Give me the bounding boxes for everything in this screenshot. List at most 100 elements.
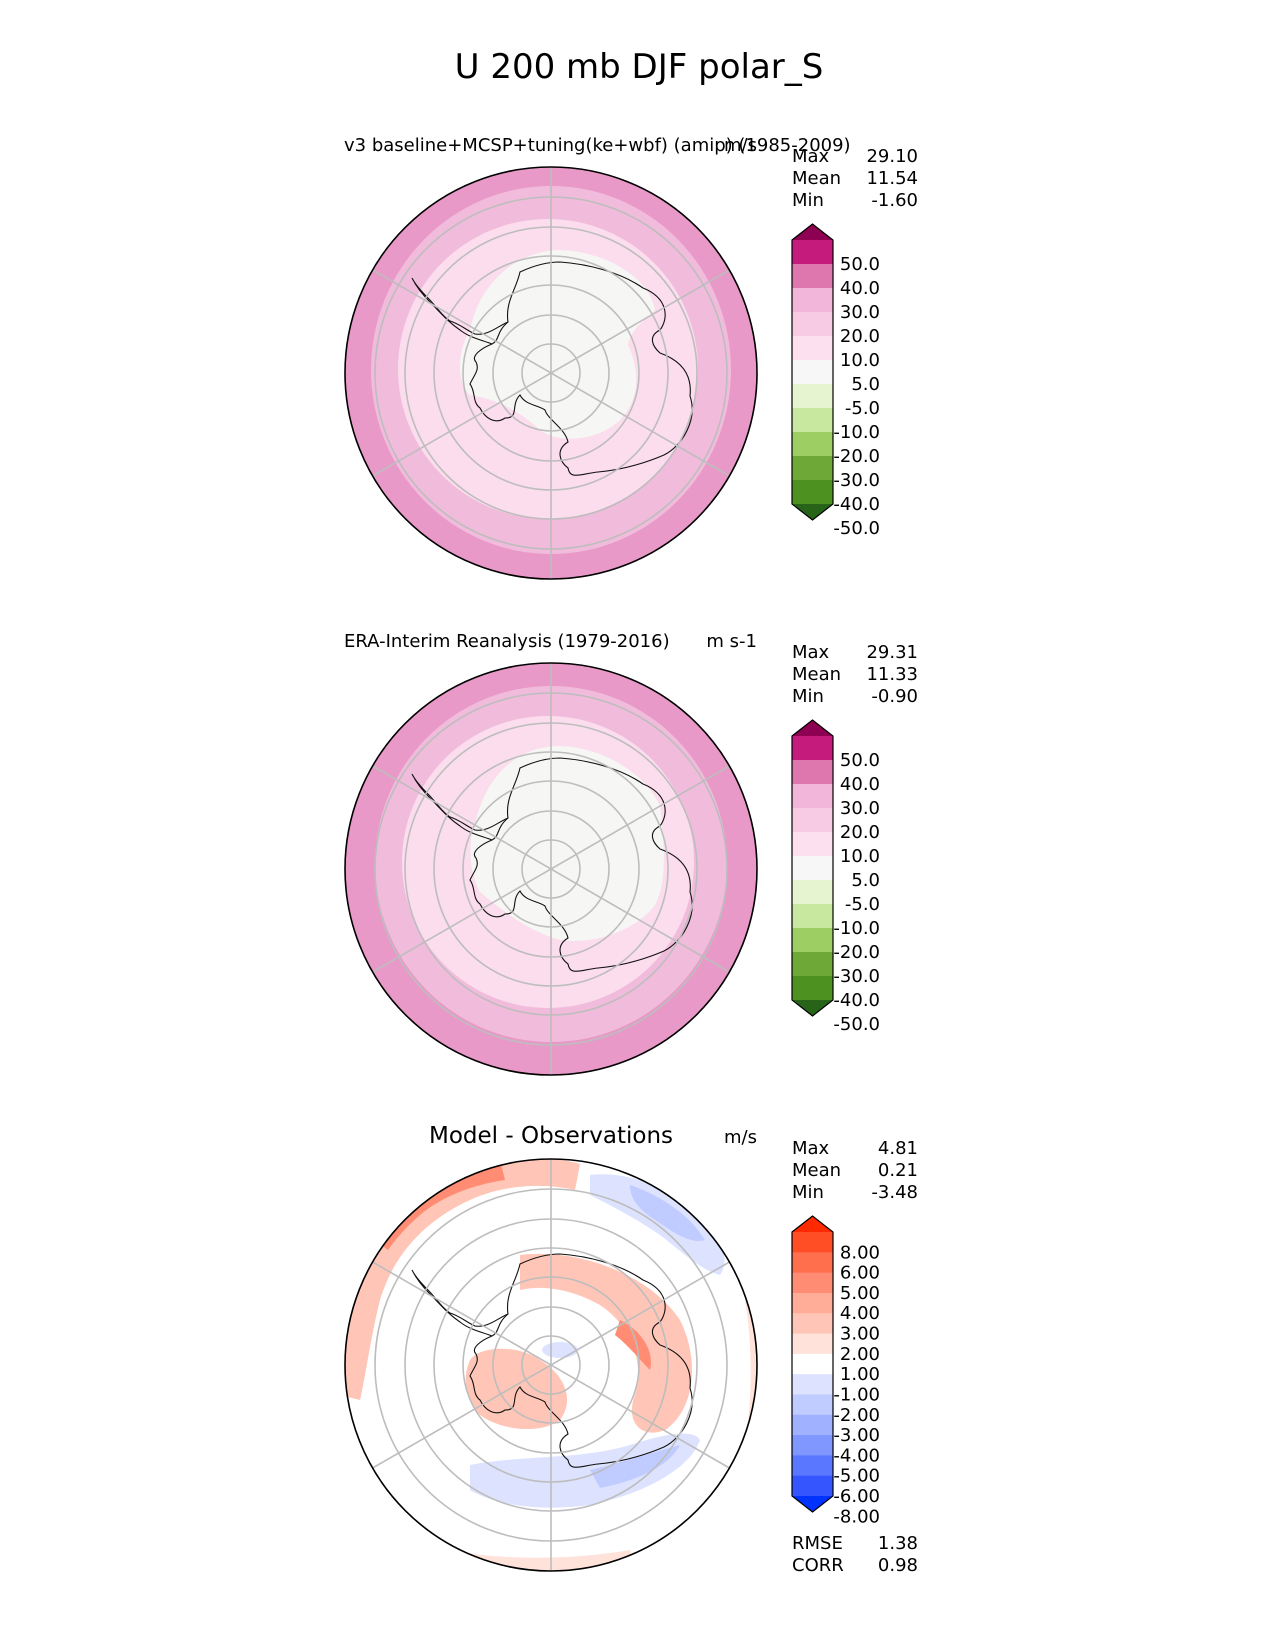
colorbar-swatch [792,264,833,289]
map-gridlines [372,663,730,1075]
colorbar-tick-label: 10.0 [840,846,880,867]
colorbar-tick-label: -30.0 [833,470,880,491]
colorbar-tick-label: 5.0 [851,870,880,891]
anomaly-negative-ne-strong [630,1185,705,1241]
stat-value-min: -0.90 [871,686,918,707]
colorbar-swatches [791,223,834,521]
colorbar-swatch [792,1252,833,1274]
colorbar-swatch [792,1000,833,1016]
colorbar-swatch [792,384,833,409]
colorbar-swatch [792,736,833,761]
colorbar-tick-label: -10.0 [833,918,880,939]
panel-test: v3 baseline+MCSP+tuning(ke+wbf) (amip) (… [344,135,918,580]
colorbar-tick-label: 30.0 [840,302,880,323]
panel-test-stats: Max 29.10 Mean 11.54 Min -1.60 [792,146,918,211]
coastline-antarctica [469,1253,693,1468]
colorbar-swatch [792,904,833,929]
stat-value-max: 29.10 [866,146,918,167]
stat-value-mean: 0.21 [878,1160,918,1181]
colorbar-swatch [792,360,833,385]
stat-label-min: Min [792,190,824,211]
colorbar-swatch [792,1272,833,1294]
panel-diff-stats: Max 4.81 Mean 0.21 Min -3.48 [792,1138,918,1203]
colorbar-tick-label: 50.0 [840,254,880,275]
stat-value-max: 4.81 [878,1138,918,1159]
stat-label-mean: Mean [792,1160,841,1181]
colorbar-tick-label: 6.00 [840,1263,880,1284]
colorbar-swatch [792,224,833,240]
stat-value-mean: 11.54 [866,168,918,189]
map-gridlines [372,1159,730,1571]
colorbar-tick-label: -10.0 [833,422,880,443]
panel-test-colorbar: 50.0 40.0 30.0 20.0 10.0 5.0 -5.0 -10.0 -20.0 -30… [791,223,880,539]
stat-label-mean: Mean [792,168,841,189]
stat-value-mean: 11.33 [866,664,918,685]
colorbar-tick-label: 20.0 [840,822,880,843]
colorbar-tick-label: -5.0 [845,894,880,915]
colorbar-tick-label: 10.0 [840,350,880,371]
colorbar-outline [791,223,834,521]
colorbar-tick-label: -5.00 [833,1466,880,1487]
colorbar-tick-label: 40.0 [840,774,880,795]
colorbar-tick-label: -30.0 [833,966,880,987]
panel-ref-colorbar: 50.0 40.0 30.0 20.0 10.0 5.0 -5.0 -10.0 -20.0 -30… [791,719,880,1035]
stat-label-max: Max [792,642,830,663]
colorbar-swatch [792,1394,833,1416]
anomaly-positive-rim-nw-strong [375,1160,505,1250]
map-gridlines [372,167,730,579]
colorbar-swatch [792,288,833,313]
panel-diff-extra-stats: RMSE 1.38 CORR 0.98 [792,1533,918,1576]
colorbar-tick-label: 8.00 [840,1242,880,1263]
stat-label-max: Max [792,1138,830,1159]
colorbar-outline [791,1215,834,1513]
map-boundary [344,1158,758,1572]
anomaly-negative-pole [542,1342,578,1358]
panel-ref-units: m s-1 [706,631,757,652]
panel-ref-name: ERA-Interim Reanalysis (1979-2016) [344,631,670,652]
colorbar-tick-label: -20.0 [833,446,880,467]
colorbar-tick-label: 5.00 [840,1283,880,1304]
colorbar-tick-label: 30.0 [840,798,880,819]
panel-diff-colorbar: 8.006.005.004.003.002.001.00-1.00-2.00-3… [791,1215,880,1527]
colorbar-swatch [792,832,833,857]
panel-ref: ERA-Interim Reanalysis (1979-2016) m s-1… [344,631,918,1076]
map-boundary [344,662,758,1076]
colorbar-swatch [792,1353,833,1375]
panel-diff-units: m/s [724,1127,757,1148]
colorbar-swatch [792,240,833,265]
colorbar-tick-label: -4.00 [833,1445,880,1466]
colorbar-labels: 50.0 40.0 30.0 20.0 10.0 5.0 -5.0 -10.0 -20.0 -30… [833,254,880,539]
anomaly-negative-south-strong [590,1445,680,1488]
colorbar-swatch [792,1232,833,1253]
colorbar-tick-label: -20.0 [833,942,880,963]
panel-ref-map [345,663,757,1075]
colorbar-tick-label: -1.00 [833,1384,880,1405]
colorbar-swatch [792,312,833,337]
colorbar-tick-label: -3.00 [833,1425,880,1446]
anomaly-positive-interior-strong [615,1320,651,1370]
panel-test-units: m/s [724,135,757,156]
colorbar-tick-label: -8.00 [833,1506,880,1527]
panel-test-map [345,167,757,579]
map-boundary [344,166,758,580]
colorbar-swatch [792,928,833,953]
colorbar-swatch [792,1333,833,1355]
colorbar-tick-label: 2.00 [840,1344,880,1365]
panel-ref-stats: Max 29.31 Mean 11.33 Min -0.90 [792,642,918,707]
colorbar-tick-label: -40.0 [833,494,880,515]
colorbar-tick-label: 4.00 [840,1303,880,1324]
stat-value-max: 29.31 [866,642,918,663]
colorbar-tick-label: 1.00 [840,1364,880,1385]
colorbar-swatch [792,1435,833,1456]
colorbar-outline [791,719,834,1017]
panel-test-name: v3 baseline+MCSP+tuning(ke+wbf) (amip) (… [344,135,851,156]
colorbar-tick-label: -40.0 [833,990,880,1011]
figure-title: U 200 mb DJF polar_S [455,47,824,87]
colorbar-swatch [792,952,833,977]
colorbar-swatch [792,784,833,809]
colorbar-swatch [792,1496,833,1512]
colorbar-labels: 8.006.005.004.003.002.001.00-1.00-2.00-3… [833,1242,880,1527]
colorbar-labels: 50.0 40.0 30.0 20.0 10.0 5.0 -5.0 -10.0 -20.0 -30… [833,750,880,1035]
colorbar-swatch [792,1374,833,1395]
colorbar-tick-label: 5.0 [851,374,880,395]
